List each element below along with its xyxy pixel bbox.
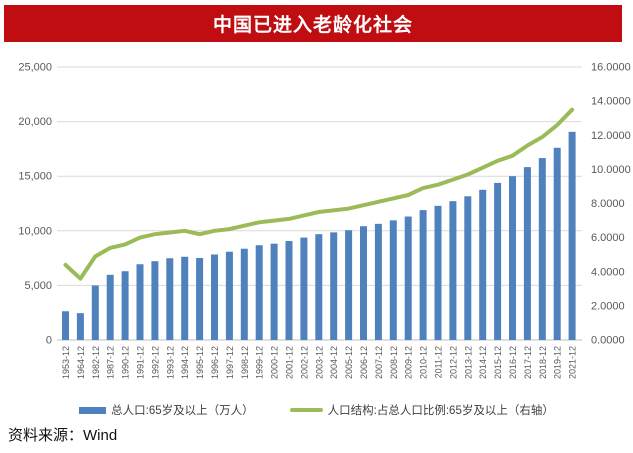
bar (315, 234, 323, 340)
right-axis-tick-label: 10.0000 (591, 164, 631, 176)
bar (449, 201, 457, 340)
x-axis-label: 1953-12 (61, 346, 71, 379)
page-title: 中国已进入老龄化社会 (212, 15, 413, 36)
bar (330, 232, 338, 340)
bar (568, 131, 576, 340)
right-axis-tick-label: 0.0000 (591, 335, 625, 347)
bar (211, 254, 218, 340)
bar (419, 210, 427, 340)
bar (494, 182, 502, 340)
x-axis-label: 2018-12 (538, 346, 548, 379)
x-axis-label: 1994-12 (180, 346, 190, 379)
title-bar: 中国已进入老龄化社会 (4, 5, 622, 42)
bar (538, 158, 546, 340)
x-axis-label: 2014-12 (478, 346, 488, 379)
x-axis-label: 1996-12 (210, 346, 220, 379)
bar (523, 167, 531, 340)
bar (136, 264, 144, 340)
bar (360, 226, 367, 340)
legend-item-population: 总人口:65岁及以上（万人） (79, 402, 254, 418)
bar (196, 257, 204, 340)
x-axis-label: 2012-12 (448, 346, 458, 379)
x-axis-label: 1964-12 (76, 346, 86, 379)
bar (300, 237, 308, 340)
bar (404, 216, 412, 340)
right-axis-tick-label: 2.0000 (591, 300, 625, 312)
bar (434, 205, 442, 340)
right-axis-tick-label: 4.0000 (591, 266, 625, 278)
bar (62, 311, 69, 340)
bar (166, 258, 174, 340)
x-axis-label: 1990-12 (121, 346, 131, 379)
right-axis-tick-label: 16.0000 (591, 62, 631, 74)
bar (553, 147, 561, 340)
bar (181, 256, 189, 340)
right-axis-tick-label: 14.0000 (591, 96, 631, 108)
bar (76, 313, 84, 340)
x-axis-label: 2004-12 (329, 346, 339, 379)
legend-label-population: 总人口:65岁及以上（万人） (111, 405, 254, 417)
x-axis-label: 2010-12 (419, 346, 429, 379)
x-axis-label: 1982-12 (91, 346, 101, 379)
x-axis-label: 2003-12 (314, 346, 324, 379)
right-axis-tick-label: 12.0000 (591, 130, 631, 142)
x-axis-label: 1987-12 (106, 346, 116, 379)
bar (151, 261, 159, 340)
legend-item-ratio: 人口结构:占总人口比例:65岁及以上（右轴） (289, 402, 554, 418)
x-axis-label: 2019-12 (553, 346, 563, 379)
bar (479, 189, 487, 340)
source-text: 资料来源：Wind (8, 427, 118, 444)
x-axis-label: 1997-12 (225, 346, 235, 379)
bar (464, 196, 472, 340)
bar (285, 241, 293, 340)
x-axis-label: 2017-12 (523, 346, 533, 379)
x-axis-label: 1993-12 (165, 346, 175, 379)
left-axis-tick-label: 0 (46, 335, 52, 347)
x-axis-label: 1995-12 (195, 346, 205, 379)
bar (106, 274, 114, 340)
x-axis-label: 1999-12 (255, 346, 265, 379)
bar (225, 251, 233, 340)
x-axis-label: 1992-12 (150, 346, 160, 379)
x-axis-label: 2000-12 (270, 346, 280, 379)
x-axis-label: 2013-12 (463, 346, 473, 379)
bar (270, 243, 278, 340)
x-axis-label: 2007-12 (374, 346, 384, 379)
line-series-swatch-icon (289, 408, 323, 412)
left-axis-tick-label: 20,000 (18, 116, 52, 128)
x-axis-label: 1991-12 (136, 346, 146, 379)
bar (121, 271, 129, 340)
bar (374, 223, 382, 340)
bar (345, 230, 353, 340)
legend-label-ratio: 人口结构:占总人口比例:65岁及以上（右轴） (327, 405, 554, 417)
bar (389, 220, 397, 340)
x-axis-label: 2005-12 (344, 346, 354, 379)
chart-legend: 总人口:65岁及以上（万人） 人口结构:占总人口比例:65岁及以上（右轴） (0, 401, 633, 419)
x-axis-label: 2021-12 (568, 346, 578, 379)
x-axis-label: 2011-12 (434, 346, 444, 378)
bar (509, 176, 516, 340)
left-axis-tick-label: 25,000 (18, 62, 52, 74)
right-axis-tick-label: 8.0000 (591, 198, 625, 210)
x-axis-label: 2008-12 (389, 346, 399, 379)
x-axis-label: 2002-12 (299, 346, 309, 379)
right-axis-tick-label: 6.0000 (591, 232, 625, 244)
x-axis-label: 2016-12 (508, 346, 518, 379)
bar (240, 248, 248, 340)
x-axis-label: 2009-12 (404, 346, 414, 379)
left-axis-tick-label: 5,000 (24, 280, 52, 292)
bar (91, 285, 99, 340)
left-axis-tick-label: 10,000 (18, 225, 52, 237)
bar (255, 245, 263, 340)
x-axis-label: 1998-12 (240, 346, 250, 379)
x-axis-label: 2006-12 (359, 346, 369, 379)
x-axis-label: 2001-12 (285, 346, 295, 379)
trend-line (63, 107, 575, 281)
left-axis-tick-label: 15,000 (18, 171, 52, 183)
bar-series-swatch-icon (79, 406, 107, 414)
x-axis-label: 2015-12 (493, 346, 503, 379)
